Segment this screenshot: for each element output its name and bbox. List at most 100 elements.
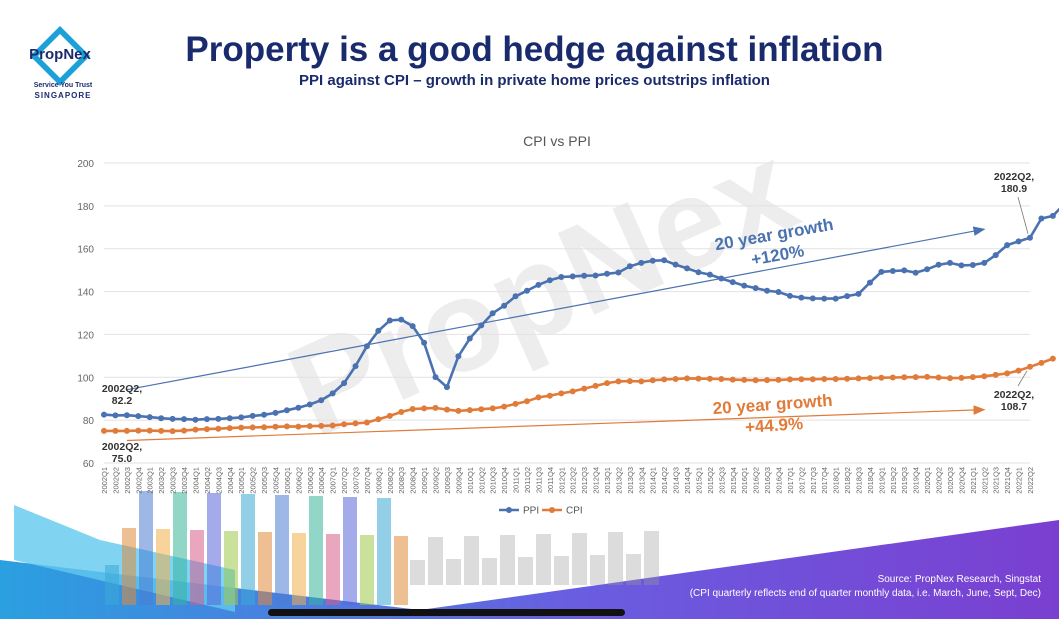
ppi-point [981,259,988,266]
ppi-point [261,411,268,418]
ppi-point [924,266,931,273]
x-tick-label: 2012Q1 [557,467,566,494]
x-tick-label: 2017Q3 [809,467,818,494]
x-tick-label: 2008Q3 [397,467,406,494]
ppi-point [215,415,222,422]
x-tick-label: 2012Q2 [569,467,578,494]
cpi-point [981,373,988,380]
cpi-point [455,407,462,414]
cpi-point [729,376,736,383]
cpi-point [215,425,222,432]
cpi-point [466,407,473,414]
cpi-point [901,374,908,381]
y-tick-label: 180 [77,202,94,213]
cpi-point [958,374,965,381]
cpi-point [329,422,336,429]
cpi-point [809,376,816,383]
x-tick-label: 2019Q4 [912,467,921,494]
ppi-point [363,343,370,350]
cpi-point [695,375,702,382]
banner-building [326,534,340,605]
legend-label: PPI [523,506,539,517]
logo-diamond-icon [30,26,90,86]
cpi-point [386,412,393,419]
ppi-point [592,272,599,279]
x-tick-label: 2012Q4 [592,467,601,494]
ppi-point [249,412,256,419]
cpi-point [146,427,153,434]
cpi-point [844,375,851,382]
x-tick-label: 2009Q3 [443,467,452,494]
cpi-point [478,406,485,413]
ppi-start-label: 2002Q2, 82.2 [102,383,142,407]
banner-skyline [410,560,425,585]
page-subtitle: PPI against CPI – growth in private home… [299,72,770,89]
banner-building [377,498,391,605]
cpi-point [295,423,302,430]
x-tick-label: 2022Q1 [1015,467,1024,494]
x-tick-label: 2011Q1 [512,467,521,493]
banner-skyline [446,559,461,585]
source-note: Source: PropNex Research, Singstat (CPI … [561,573,1041,601]
ppi-point [626,263,633,270]
cpi-point [341,421,348,428]
ppi-point [283,407,290,414]
x-tick-label: 2009Q4 [454,467,463,494]
cpi-point [283,423,290,430]
ppi-point [866,279,873,286]
x-tick-label: 2019Q3 [900,467,909,494]
x-tick-label: 2002Q1 [100,467,109,494]
ppi-point [661,257,668,264]
ppi-point [901,267,908,274]
x-axis-ticks: 2002Q1 2002Q2 2002Q3 2002Q4 2003Q1 2003Q2 2003… [100,467,1035,494]
ppi-end-leader [1017,196,1029,234]
x-tick-label: 2017Q2 [797,467,806,494]
cpi-point [706,375,713,382]
ppi-point [969,262,976,268]
x-tick-label: 2004Q1 [191,467,200,494]
ppi-point [1015,238,1022,245]
cpi-point [501,403,508,410]
ppi-point [443,384,450,391]
ppi-point [135,413,142,420]
ppi-point [569,273,576,280]
ppi-point [798,294,805,301]
cpi-point [558,390,565,397]
cpi-point [421,405,428,412]
x-tick-label: 2006Q4 [317,467,326,494]
chart-title: CPI vs PPI [523,133,591,149]
x-tick-label: 2008Q2 [386,467,395,494]
x-tick-label: 2005Q1 [237,467,246,494]
cpi-point [786,376,793,383]
ppi-point [158,415,165,422]
cpi-point [569,388,576,395]
cpi-point [946,375,953,382]
ppi-point [1038,215,1045,222]
cpi-point [409,406,416,412]
banner-skyline [572,533,587,585]
cpi-point [123,427,130,434]
y-tick-label: 200 [77,159,94,170]
x-tick-label: 2008Q1 [374,467,383,494]
x-tick-label: 2006Q2 [294,467,303,494]
x-tick-label: 2013Q3 [626,467,635,494]
banner-skyline [464,536,479,585]
y-tick-label: 80 [83,416,95,427]
cpi-point [889,374,896,381]
x-tick-label: 2003Q4 [180,467,189,494]
ppi-point [489,310,496,317]
x-tick-label: 2005Q4 [271,467,280,494]
cpi-point [798,376,805,383]
banner-skyline [644,531,659,585]
x-tick-label: 2014Q4 [683,467,692,494]
ppi-point [558,274,565,280]
trend-arrows [126,226,986,442]
legend-marker [549,507,555,513]
banner-skyline [518,557,533,585]
cpi-point [352,420,359,427]
ppi-point [855,290,862,297]
ppi-point [238,414,245,421]
x-tick-label: 2017Q1 [786,467,795,494]
x-tick-label: 2008Q4 [409,467,418,494]
logo-country: SINGAPORE [34,91,92,100]
